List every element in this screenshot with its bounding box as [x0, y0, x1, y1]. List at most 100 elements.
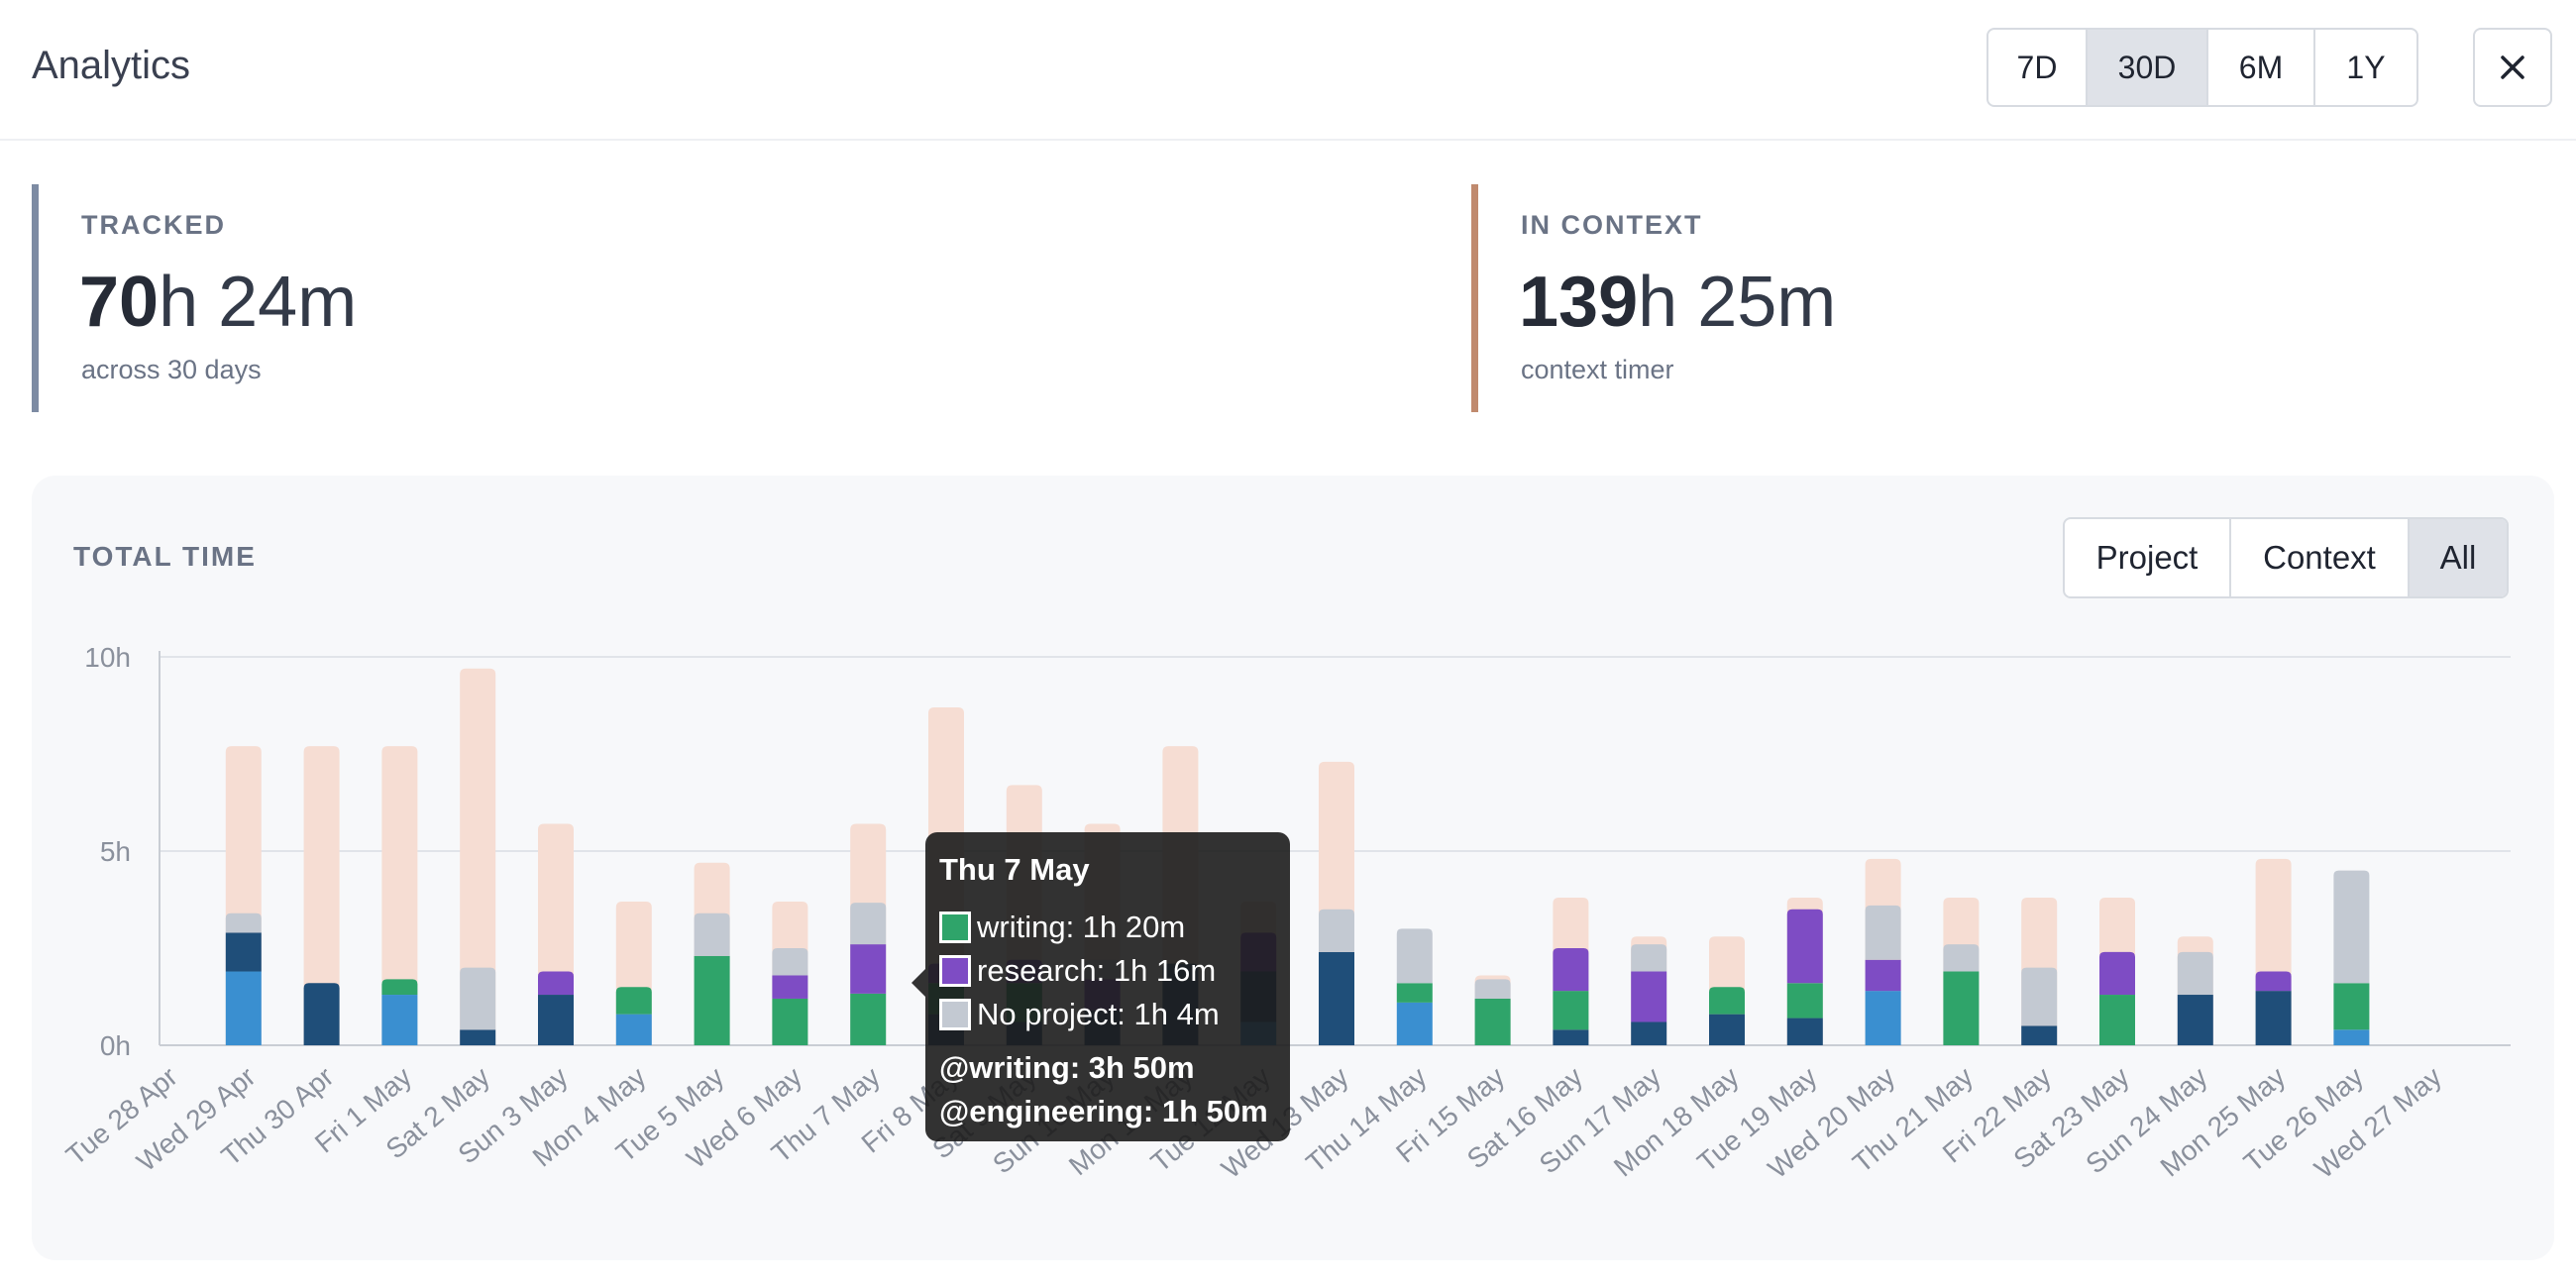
context-bar — [460, 668, 496, 1045]
total-time-panel: TOTAL TIME Project Context All — [32, 476, 2554, 1260]
project-bar-segment — [538, 971, 574, 996]
project-bar-segment — [2255, 971, 2292, 992]
project-bar-segment — [1943, 944, 1980, 972]
project-bar-segment — [1474, 979, 1511, 999]
project-bar-segment — [2021, 1025, 2058, 1045]
panel-title: TOTAL TIME — [73, 541, 257, 572]
page-title: Analytics — [32, 44, 191, 87]
project-bar-segment — [772, 948, 808, 976]
tooltip-row-label: writing: 1h 20m — [977, 910, 1186, 944]
project-bar-segment — [1786, 983, 1823, 1019]
project-bar-segment — [2333, 870, 2370, 984]
tooltip-row: No project: 1h 4m — [939, 993, 1276, 1036]
project-bar-segment — [1396, 1002, 1433, 1045]
tracked-value: 70h 24m — [79, 262, 357, 343]
project-bar-segment — [2177, 951, 2213, 996]
tooltip-title: Thu 7 May — [939, 852, 1090, 887]
tooltip-row: writing: 1h 20m — [939, 906, 1276, 949]
project-bar-segment — [1865, 905, 1901, 960]
project-bar-segment — [1709, 1014, 1745, 1045]
tooltip-swatch — [939, 955, 971, 987]
project-bar-segment — [2099, 951, 2135, 996]
tooltip-swatch — [939, 999, 971, 1030]
project-bar-segment — [2333, 1029, 2370, 1045]
y-tick-label: 5h — [100, 836, 131, 867]
tracked-subtitle: across 30 days — [81, 355, 262, 384]
project-bar-segment — [2021, 967, 2058, 1026]
tracked-value-hours: 70 — [79, 263, 160, 342]
project-bar-segment — [1319, 951, 1354, 1045]
mode-all-button[interactable]: All — [2410, 519, 2507, 596]
project-bar-segment — [615, 987, 652, 1015]
context-bar — [303, 746, 340, 1045]
range-6m-button[interactable]: 6M — [2208, 30, 2315, 105]
project-bar-segment — [381, 979, 418, 996]
project-bar-segment — [381, 995, 418, 1045]
project-bar-segment — [850, 944, 887, 994]
range-30d-button[interactable]: 30D — [2088, 30, 2208, 105]
mode-context-button[interactable]: Context — [2231, 519, 2410, 596]
project-bar-segment — [460, 1029, 496, 1045]
project-bar-segment — [2333, 983, 2370, 1030]
y-tick-label: 10h — [84, 642, 131, 673]
context-value: 139h 25m — [1519, 262, 1836, 343]
project-bar-segment — [1553, 991, 1589, 1030]
project-bar-segment — [1865, 959, 1901, 992]
project-bar-segment — [225, 971, 262, 1045]
context-label: IN CONTEXT — [1521, 210, 1703, 240]
project-bar-segment — [1943, 971, 1980, 1045]
tracked-label: TRACKED — [81, 210, 226, 240]
project-bar-segment — [460, 967, 496, 1030]
tooltip-swatch — [939, 912, 971, 943]
range-1y-button[interactable]: 1Y — [2346, 49, 2386, 85]
project-bar-segment — [1786, 1018, 1823, 1045]
project-bar-segment — [850, 993, 887, 1045]
project-bar-segment — [2177, 995, 2213, 1045]
project-bar-segment — [538, 995, 574, 1045]
project-bar-segment — [772, 975, 808, 999]
project-bar-segment — [1709, 987, 1745, 1015]
project-bar-segment — [1319, 909, 1354, 952]
project-bar-segment — [694, 912, 730, 956]
project-bar-segment — [2099, 995, 2135, 1045]
project-bar-segment — [2255, 991, 2292, 1045]
project-bar-segment — [850, 903, 887, 945]
range-selector: 7D 30D 6M 1Y — [1986, 28, 2418, 107]
mode-selector: Project Context All — [2063, 517, 2509, 598]
project-bar-segment — [1553, 1029, 1589, 1045]
project-bar-segment — [772, 998, 808, 1045]
project-bar-segment — [1396, 983, 1433, 1003]
project-bar-segment — [303, 983, 340, 1045]
chart-tooltip: Thu 7 May writing: 1h 20m research: 1h 1… — [912, 832, 1290, 1141]
tooltip-context-total: @writing: 3h 50m — [939, 1050, 1195, 1085]
project-bar-segment — [1396, 928, 1433, 984]
project-bar-segment — [615, 1014, 652, 1045]
project-bar-segment — [1631, 971, 1667, 1022]
tooltip-context-total: @engineering: 1h 50m — [939, 1094, 1268, 1128]
context-stat: IN CONTEXT 139h 25m context timer — [1471, 184, 2541, 412]
tracked-stat: TRACKED 70h 24m across 30 days — [32, 184, 1419, 412]
range-7d-button[interactable]: 7D — [1988, 30, 2088, 105]
project-bar-segment — [225, 932, 262, 972]
tracked-accent-bar — [32, 184, 39, 412]
project-bar-segment — [1631, 1021, 1667, 1045]
tooltip-row-label: research: 1h 16m — [977, 953, 1217, 988]
project-bar-segment — [225, 912, 262, 933]
context-value-hours: 139 — [1519, 263, 1639, 342]
project-bar-segment — [1865, 991, 1901, 1045]
tooltip-row: research: 1h 16m — [939, 949, 1276, 993]
tooltip-arrow — [912, 969, 925, 997]
project-bar-segment — [1474, 998, 1511, 1045]
tooltip-row-label: No project: 1h 4m — [977, 997, 1220, 1031]
project-bar-segment — [1786, 909, 1823, 984]
context-accent-bar — [1471, 184, 1478, 412]
context-bar — [381, 746, 418, 1045]
tracked-value-rest: h 24m — [159, 263, 358, 342]
project-bar-segment — [694, 955, 730, 1045]
project-bar-segment — [1553, 948, 1589, 992]
project-bar-segment — [1631, 944, 1667, 972]
context-subtitle: context timer — [1521, 355, 1674, 384]
close-button[interactable] — [2473, 28, 2552, 107]
context-value-rest: h 25m — [1638, 263, 1837, 342]
mode-project-button[interactable]: Project — [2065, 519, 2231, 596]
